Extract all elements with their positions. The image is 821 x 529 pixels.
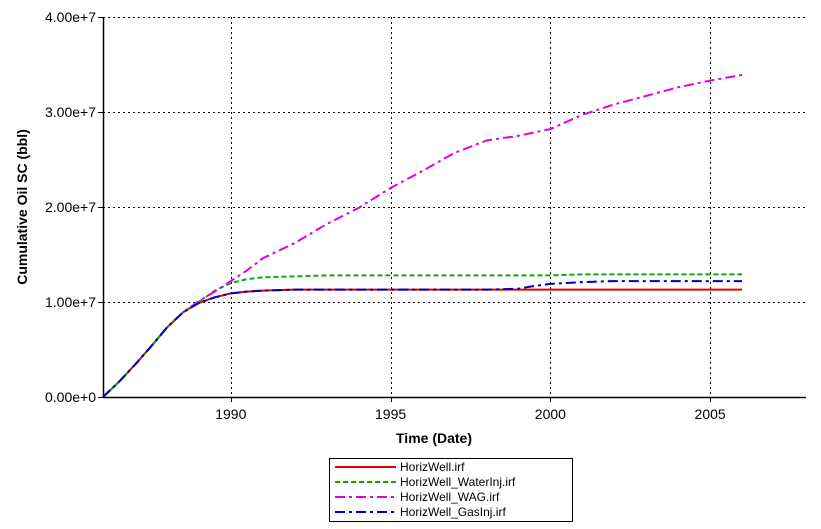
y-tick-label-2: 2.00e+7	[45, 199, 96, 215]
legend: HorizWell.irfHorizWell_WaterInj.irfHoriz…	[329, 458, 573, 522]
x-tick-label-0: 1990	[215, 406, 246, 422]
series-group	[102, 73, 743, 398]
tick-labels: 0.00e+0 1.00e+7 2.00e+7 3.00e+7 4.00e+7 1990 1…	[45, 9, 726, 422]
legend-label-1: HorizWell_WaterInj.irf	[400, 475, 516, 489]
x-tick-label-3: 2005	[695, 406, 726, 422]
x-tick-label-1: 1995	[375, 406, 406, 422]
legend-label-2: HorizWell_WAG.irf	[400, 490, 500, 504]
x-tick-label-2: 2000	[535, 406, 566, 422]
legend-label-0: HorizWell.irf	[400, 460, 465, 474]
grid	[103, 17, 806, 397]
y-axis-title: Cumulative Oil SC (bbl)	[14, 129, 30, 285]
x-axis-title: Time (Date)	[396, 430, 472, 446]
legend-label-3: HorizWell_GasInj.irf	[400, 505, 506, 519]
y-tick-label-0: 0.00e+0	[45, 389, 96, 405]
series-line-3	[102, 280, 743, 398]
axes	[98, 17, 806, 402]
y-tick-label-1: 1.00e+7	[45, 294, 96, 310]
y-tick-label-4: 4.00e+7	[45, 9, 96, 25]
y-tick-label-3: 3.00e+7	[45, 104, 96, 120]
